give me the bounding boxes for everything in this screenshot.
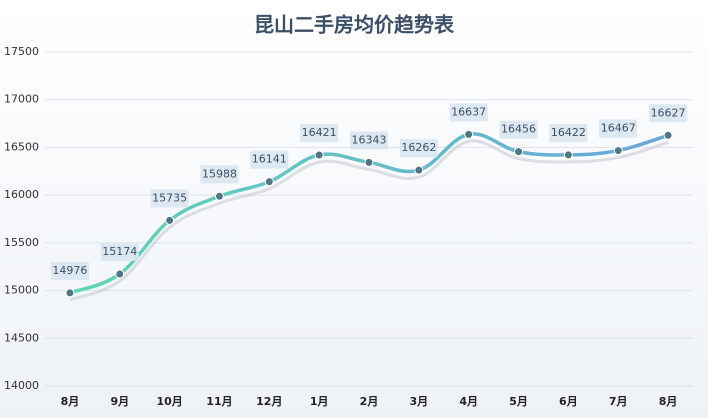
y-tick-label: 16500: [4, 140, 39, 153]
label-box: [100, 242, 139, 261]
label-box: [599, 119, 638, 138]
y-tick-label: 16000: [4, 188, 39, 201]
value-label: 16343: [352, 133, 387, 146]
chart-title: 昆山二手房均价趋势表: [254, 13, 455, 37]
point: [514, 147, 524, 157]
point: [314, 150, 324, 160]
x-tick-label: 6月: [559, 395, 578, 408]
value-label: 16262: [401, 141, 436, 154]
line-shadow: [69, 139, 669, 302]
label-box: [50, 261, 89, 280]
x-tick-label: 2月: [360, 395, 379, 408]
y-tick-label: 15500: [4, 236, 39, 249]
point: [264, 177, 274, 187]
label-box: [649, 104, 688, 123]
point: [464, 129, 474, 139]
y-tick-label: 17500: [4, 45, 39, 58]
value-label: 16141: [252, 153, 287, 166]
label-box: [150, 189, 189, 208]
x-tick-label: 9月: [110, 395, 129, 408]
label-box: [250, 150, 289, 169]
value-label: 15735: [152, 191, 187, 204]
value-label: 16422: [551, 126, 586, 139]
point: [165, 215, 175, 225]
x-tick-label: 4月: [459, 395, 478, 408]
label-box: [549, 123, 588, 142]
label-box: [300, 123, 339, 142]
label-box: [399, 139, 438, 158]
value-label: 16421: [302, 126, 337, 139]
value-label: 15174: [102, 245, 137, 258]
x-tick-label: 10月: [156, 395, 182, 408]
x-tick-label: 8月: [61, 395, 80, 408]
value-label: 14976: [52, 264, 87, 277]
value-label: 16637: [451, 105, 486, 118]
value-label: 15988: [202, 167, 237, 180]
point: [663, 130, 673, 140]
point: [563, 150, 573, 160]
value-label: 16467: [601, 122, 636, 135]
y-tick-label: 15000: [4, 284, 39, 297]
value-label: 16456: [501, 123, 536, 136]
point: [613, 146, 623, 156]
x-tick-label: 7月: [609, 395, 628, 408]
label-box: [499, 120, 538, 139]
value-label: 16627: [651, 106, 686, 119]
x-tick-label: 11月: [206, 395, 232, 408]
x-tick-label: 3月: [410, 395, 429, 408]
y-tick-label: 17000: [4, 93, 39, 106]
label-box: [449, 103, 488, 122]
point: [115, 269, 125, 279]
x-tick-label: 8月: [659, 395, 678, 408]
point: [364, 157, 374, 167]
x-tick-label: 5月: [509, 395, 528, 408]
point: [65, 288, 75, 298]
label-box: [350, 131, 388, 150]
x-tick-label: 12月: [256, 395, 282, 408]
line: [69, 132, 669, 295]
point: [414, 165, 424, 175]
y-tick-label: 14500: [4, 331, 39, 344]
y-tick-label: 14000: [4, 379, 39, 392]
label-box: [200, 165, 239, 184]
point: [214, 191, 224, 201]
x-tick-label: 1月: [310, 395, 329, 408]
